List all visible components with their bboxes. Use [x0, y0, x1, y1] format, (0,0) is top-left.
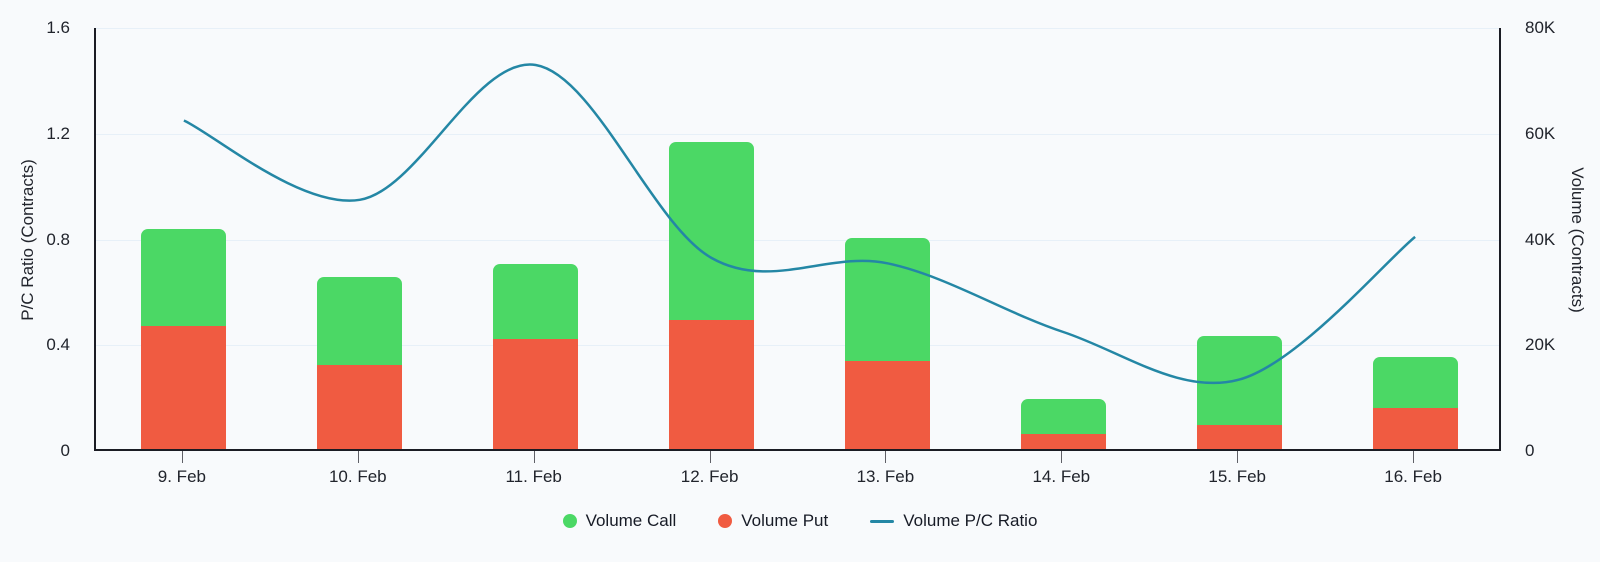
bar-segment-volume-put[interactable]	[141, 326, 227, 449]
right-axis-title: Volume (Contracts)	[1568, 167, 1587, 313]
left-axis-tick-label: 0.4	[46, 335, 70, 355]
right-axis-tick-label: 80K	[1525, 18, 1556, 37]
bar-segment-volume-put[interactable]	[844, 361, 930, 449]
bar-segment-volume-put[interactable]	[1020, 433, 1106, 449]
gridline	[96, 28, 1499, 29]
legend-item-volume-put[interactable]: Volume Put	[718, 511, 828, 531]
bar-stack	[317, 26, 403, 449]
legend-dot-marker	[562, 514, 577, 528]
x-axis-label: 10. Feb	[328, 467, 387, 486]
bar-segment-volume-put[interactable]	[493, 339, 579, 449]
legend-item-label: Volume P/C Ratio	[903, 511, 1038, 530]
bar-segment-volume-put[interactable]	[317, 364, 403, 449]
left-axis-tick-label: 0	[60, 441, 70, 460]
x-axis-label: 16. Feb	[1384, 467, 1442, 486]
gridline	[96, 345, 1499, 347]
bar-segment-volume-call[interactable]	[493, 263, 579, 339]
legend-item-label: Volume Call	[585, 511, 677, 530]
legend-item-label: Volume Put	[741, 511, 829, 530]
gridline	[96, 133, 1499, 135]
bar-segment-volume-put[interactable]	[1372, 407, 1458, 449]
x-axis-label: 15. Feb	[1208, 467, 1267, 486]
x-axis-tick-mark	[181, 451, 183, 463]
legend-line-marker	[870, 519, 895, 523]
x-axis-tick-mark	[1061, 451, 1063, 463]
x-axis-label: 13. Feb	[856, 467, 915, 486]
legend: Volume Call Volume Put Volume P/C Ratio	[0, 511, 1600, 531]
plot-area	[94, 28, 1501, 451]
legend-item-volume-p-c-ratio[interactable]: Volume P/C Ratio	[870, 511, 1037, 531]
bar-segment-volume-put[interactable]	[669, 319, 755, 449]
bar-stack	[493, 26, 579, 449]
bar-stack	[141, 26, 227, 449]
left-axis-tick-label: 1.6	[46, 18, 70, 37]
x-axis-label: 9. Feb	[157, 467, 206, 486]
x-axis-tick-mark	[709, 451, 711, 463]
legend-dot-marker	[718, 514, 733, 528]
bar-stack	[1196, 26, 1282, 449]
left-axis-tick-label: 1.2	[46, 123, 70, 143]
x-axis-tick-mark	[533, 451, 535, 463]
gridline	[96, 239, 1499, 241]
bar-stack	[1372, 26, 1458, 449]
ratio-spline-path	[183, 63, 1416, 385]
x-axis-tick-mark	[1237, 451, 1239, 463]
bar-segment-volume-call[interactable]	[141, 228, 227, 327]
ratio-spline-svg	[183, 63, 1416, 385]
bar-segment-volume-call[interactable]	[1372, 357, 1458, 408]
bar-segment-volume-call[interactable]	[1020, 399, 1106, 434]
bar-stack	[669, 26, 755, 449]
right-axis-tick-label: 40K	[1525, 229, 1556, 249]
x-axis-tick-mark	[1413, 451, 1415, 463]
x-axis-label: 12. Feb	[680, 467, 739, 486]
right-axis-tick-label: 0	[1525, 441, 1535, 460]
bar-segment-volume-call[interactable]	[317, 276, 403, 365]
legend-item-volume-call[interactable]: Volume Call	[562, 511, 677, 531]
x-axis-label: 14. Feb	[1032, 467, 1091, 486]
left-axis-tick-label: 0.8	[46, 229, 70, 249]
right-axis-tick-label: 60K	[1525, 123, 1556, 143]
bar-stack	[1020, 26, 1106, 449]
x-axis-tick-mark	[885, 451, 887, 463]
right-axis-tick-label: 20K	[1525, 335, 1556, 355]
x-axis-tick-mark	[357, 451, 359, 463]
bar-segment-volume-call[interactable]	[844, 237, 930, 362]
x-axis-label: 11. Feb	[505, 467, 562, 486]
bar-segment-volume-put[interactable]	[1196, 424, 1282, 449]
bar-segment-volume-call[interactable]	[669, 141, 755, 320]
bar-stack	[844, 26, 930, 449]
